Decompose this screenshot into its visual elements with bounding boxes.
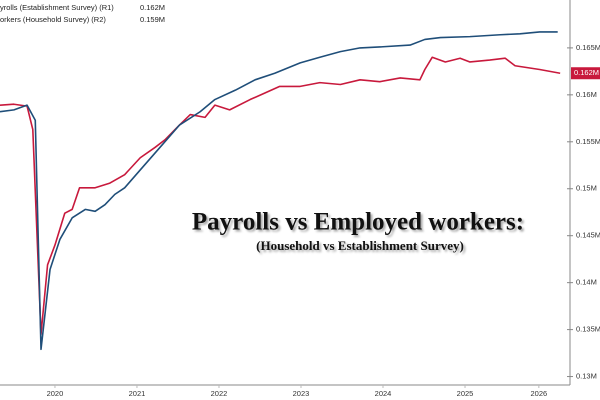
series-line [0, 31, 558, 351]
legend-label: yrolls (Establishment Survey) (R1) [0, 3, 114, 12]
x-tick-label: 2020 [47, 389, 64, 398]
y-tick-label: 0.145M [576, 231, 600, 240]
x-tick-label: 2024 [375, 389, 392, 398]
annotation-subtitle: (Household vs Establishment Survey) [256, 238, 464, 253]
legend-label: orkers (Household Survey) (R2) [0, 15, 106, 24]
y-tick-label: 0.135M [576, 325, 600, 334]
end-label-box [571, 67, 600, 80]
legend-value: 0.162M [140, 3, 165, 12]
x-tick-label: 2021 [129, 389, 146, 398]
series-line [0, 56, 561, 336]
x-tick-label: 2023 [293, 389, 310, 398]
x-tick-label: 2025 [457, 389, 474, 398]
x-tick-label: 2022 [211, 389, 228, 398]
y-tick-label: 0.13M [576, 372, 597, 381]
annotation: Payrolls vs Employed workers: [192, 209, 524, 236]
y-tick-label: 0.14M [576, 278, 597, 287]
legend-value: 0.159M [140, 15, 165, 24]
end-label: 0.162M [574, 68, 599, 77]
y-tick-label: 0.165M [576, 43, 600, 52]
y-tick-label: 0.15M [576, 184, 597, 193]
y-tick-label: 0.155M [576, 137, 600, 146]
x-tick-label: 2026 [530, 389, 547, 398]
y-tick-label: 0.16M [576, 90, 597, 99]
